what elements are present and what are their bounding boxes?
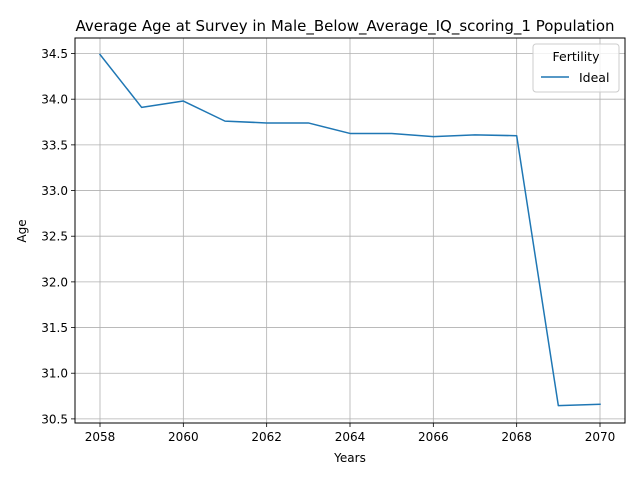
x-tick-label: 2060: [168, 430, 199, 444]
plot-series: [98, 53, 601, 407]
y-tick-label: 30.5: [41, 412, 68, 426]
x-axis-label: Years: [333, 451, 366, 465]
legend-title: Fertility: [553, 49, 601, 64]
x-tick-label: 2058: [85, 430, 116, 444]
y-tick-label: 32.0: [41, 275, 68, 289]
y-tick-label: 33.0: [41, 184, 68, 198]
chart-title: Average Age at Survey in Male_Below_Aver…: [75, 17, 614, 36]
x-tick-label: 2066: [418, 430, 449, 444]
y-tick-label: 34.5: [41, 47, 68, 61]
legend-entry-ideal: Ideal: [579, 70, 609, 85]
x-axis: 2058 2060 2062 2064 2066 2068 2070: [85, 423, 616, 444]
x-tick-label: 2064: [335, 430, 366, 444]
grid-lines: [75, 38, 625, 423]
series-line-ideal: [98, 53, 601, 407]
x-tick-label: 2068: [501, 430, 532, 444]
y-tick-label: 33.5: [41, 138, 68, 152]
y-axis: 30.5 31.0 31.5 32.0 32.5 33.0 33.5 34.0 34.5: [41, 47, 75, 426]
x-tick-label: 2070: [585, 430, 616, 444]
x-tick-label: 2062: [251, 430, 282, 444]
legend: Fertility Ideal: [532, 43, 620, 93]
y-tick-label: 32.5: [41, 230, 68, 244]
legend-box: [532, 43, 620, 93]
y-tick-label: 31.5: [41, 321, 68, 335]
y-tick-label: 31.0: [41, 367, 68, 381]
y-axis-label: Age: [15, 219, 29, 242]
y-tick-label: 34.0: [41, 93, 68, 107]
